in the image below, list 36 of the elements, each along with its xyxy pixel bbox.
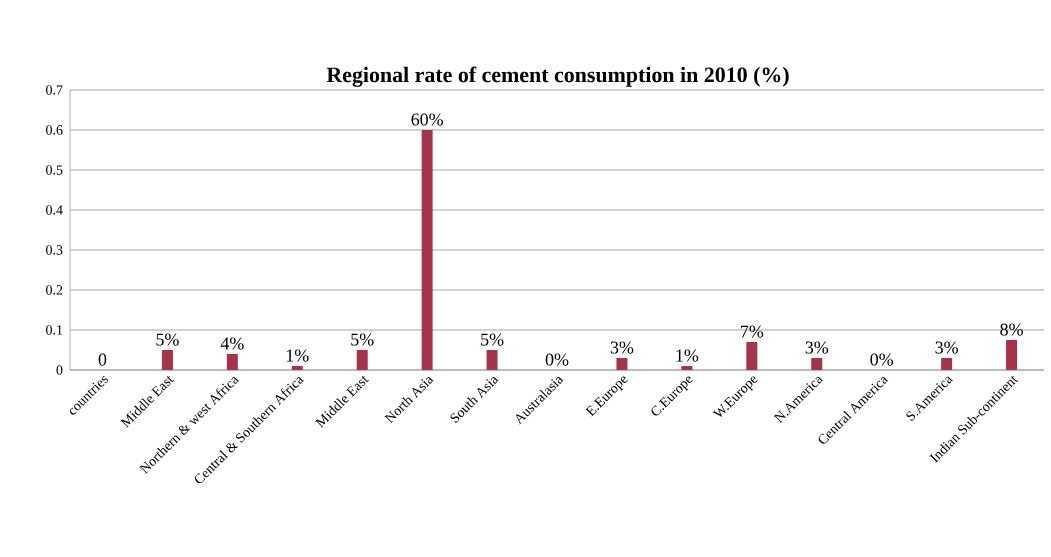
y-tick-label: 0.5 [46,165,63,175]
y-tick-label: 0.4 [46,205,63,215]
bar [941,358,953,371]
chart-title: Regional rate of cement consumption in 2010 (%) [326,66,789,87]
data-label: 3% [610,341,634,354]
bar [746,342,758,371]
data-label: 5% [351,333,374,346]
y-tick-label: 0.3 [46,245,63,255]
bar [616,358,628,371]
data-label: 1% [286,349,309,362]
y-tick-label: 0 [56,365,63,375]
bar [811,358,823,371]
data-label: 5% [156,333,179,346]
bar [421,130,433,371]
bar [1006,340,1018,371]
y-tick-label: 0.7 [46,85,63,95]
data-label: 1% [676,349,699,362]
data-label: 3% [935,341,958,354]
bar [681,366,693,371]
data-label: 7% [741,325,764,338]
data-label: 8% [1000,323,1023,336]
y-tick-label: 0.6 [46,125,63,135]
data-label: 3% [805,341,829,354]
bar [226,354,238,371]
bar [291,366,303,371]
data-label: 0 [98,353,107,366]
bar [486,350,498,371]
data-label: 0% [545,353,569,366]
data-label: 60% [411,113,443,126]
data-label: 0% [870,353,894,366]
bar [161,350,173,371]
bar [356,350,368,371]
data-label: 5% [481,333,504,346]
data-label: 4% [220,337,244,350]
y-tick-label: 0.1 [46,325,63,335]
y-tick-label: 0.2 [46,285,63,295]
